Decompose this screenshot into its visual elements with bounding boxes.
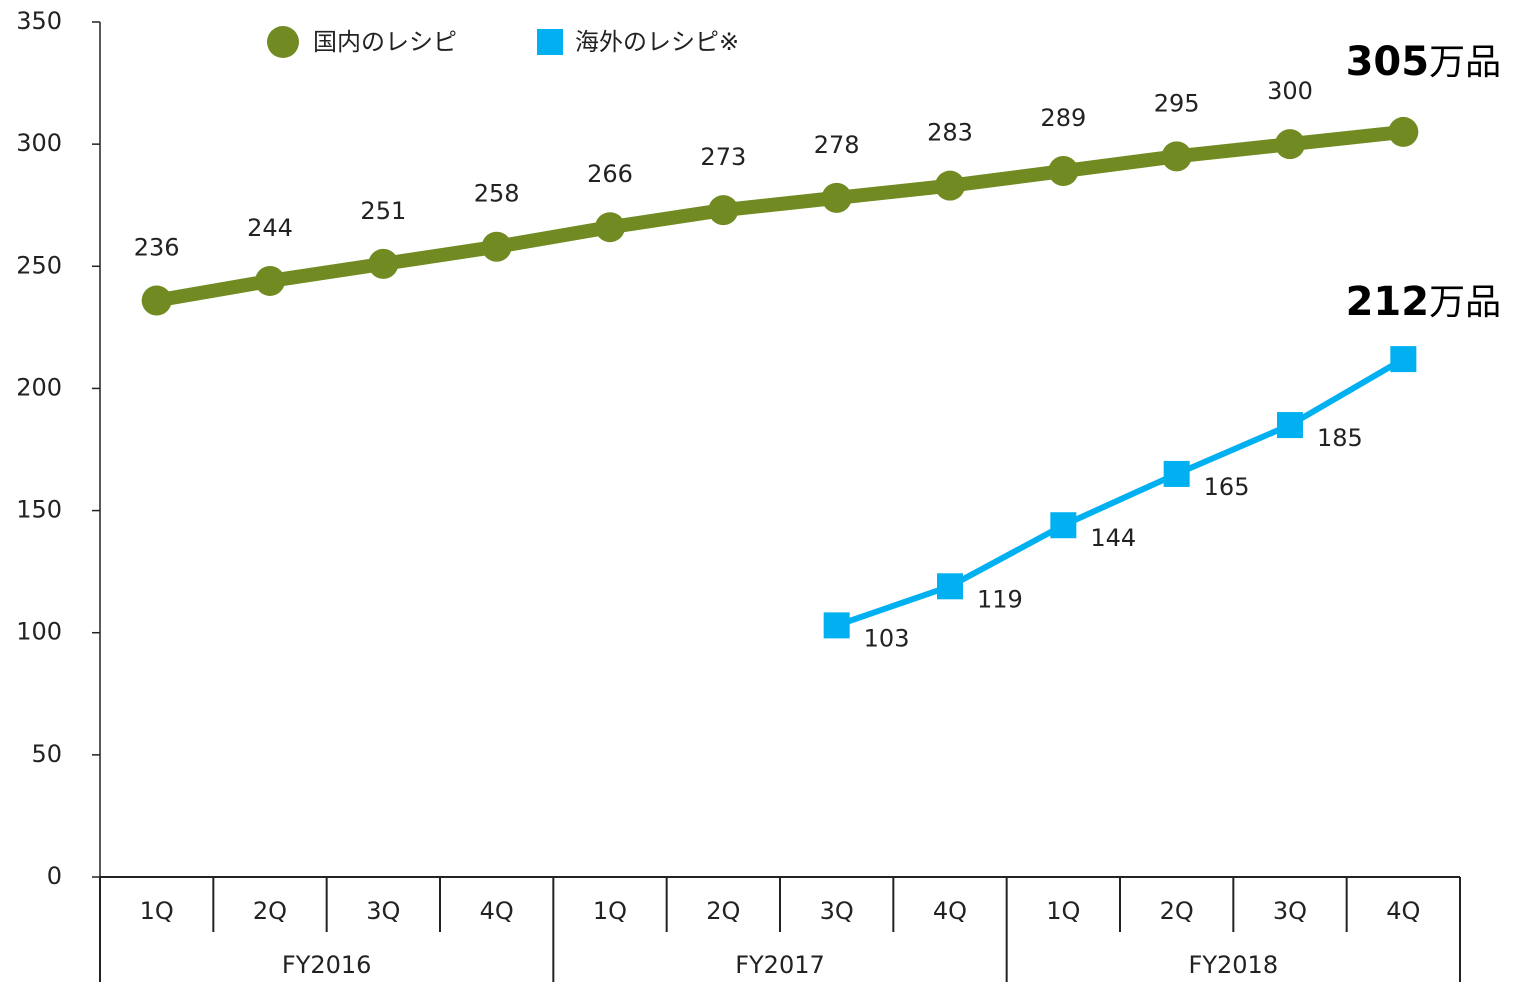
x-tick-label: 1Q bbox=[140, 897, 174, 925]
value-label: 300 bbox=[1267, 77, 1313, 105]
y-tick-label: 50 bbox=[31, 740, 62, 768]
marker bbox=[1048, 156, 1079, 187]
value-label: 305万品 bbox=[1346, 39, 1502, 85]
x-tick-label: 3Q bbox=[1273, 897, 1307, 925]
value-label: 165 bbox=[1204, 473, 1250, 501]
y-tick-label: 250 bbox=[16, 251, 62, 279]
value-label: 236 bbox=[134, 233, 180, 261]
value-label: 283 bbox=[927, 119, 973, 147]
legend-marker bbox=[267, 26, 299, 58]
x-tick-label: 4Q bbox=[1386, 897, 1420, 925]
series-line bbox=[835, 356, 1405, 629]
value-label: 244 bbox=[247, 214, 293, 242]
marker bbox=[141, 285, 172, 316]
series-line bbox=[155, 124, 1405, 308]
value-label: 251 bbox=[360, 197, 406, 225]
marker bbox=[1050, 512, 1077, 539]
value-label: 289 bbox=[1040, 104, 1086, 132]
y-tick-label: 100 bbox=[16, 618, 62, 646]
marker bbox=[1277, 412, 1303, 439]
x-tick-label: 2Q bbox=[1160, 897, 1194, 925]
value-label-unit: 万品 bbox=[1429, 282, 1501, 323]
value-label: 278 bbox=[814, 131, 860, 159]
value-label-number: 212 bbox=[1346, 279, 1430, 325]
legend-marker bbox=[537, 29, 563, 55]
marker bbox=[1161, 141, 1192, 172]
group-label: FY2017 bbox=[735, 951, 825, 979]
marker bbox=[823, 612, 850, 639]
x-tick-label: 2Q bbox=[706, 897, 740, 925]
marker bbox=[1163, 460, 1190, 487]
marker bbox=[935, 170, 965, 201]
legend-label: 海外のレシピ※ bbox=[575, 28, 739, 56]
group-label: FY2016 bbox=[282, 951, 372, 979]
value-label: 144 bbox=[1090, 524, 1136, 552]
value-label: 212万品 bbox=[1346, 279, 1502, 325]
x-tick-label: 2Q bbox=[253, 897, 287, 925]
marker bbox=[708, 195, 739, 226]
x-tick-label: 4Q bbox=[933, 897, 967, 925]
value-label-unit: 万品 bbox=[1429, 42, 1501, 83]
value-label: 119 bbox=[977, 585, 1023, 613]
y-tick-label: 0 bbox=[47, 862, 62, 890]
x-tick-label: 4Q bbox=[480, 897, 514, 925]
value-label: 185 bbox=[1317, 424, 1363, 452]
marker bbox=[821, 182, 852, 213]
value-label: 103 bbox=[864, 624, 910, 652]
marker bbox=[1390, 346, 1417, 373]
marker bbox=[1275, 129, 1305, 160]
x-tick-label: 3Q bbox=[820, 897, 854, 925]
x-tick-label: 1Q bbox=[1046, 897, 1080, 925]
marker bbox=[481, 231, 512, 262]
y-tick-label: 150 bbox=[16, 496, 62, 524]
value-label: 266 bbox=[587, 160, 633, 188]
y-tick-label: 300 bbox=[16, 129, 62, 157]
group-label: FY2018 bbox=[1189, 951, 1279, 979]
value-label: 295 bbox=[1154, 89, 1200, 117]
y-tick-label: 350 bbox=[16, 7, 62, 35]
value-label: 258 bbox=[474, 180, 520, 208]
legend-label: 国内のレシピ bbox=[313, 28, 457, 56]
marker bbox=[937, 573, 963, 600]
marker bbox=[255, 265, 285, 296]
marker bbox=[595, 212, 625, 243]
value-label-number: 305 bbox=[1346, 39, 1430, 85]
value-label: 273 bbox=[700, 143, 746, 171]
y-tick-label: 200 bbox=[16, 373, 62, 401]
marker bbox=[1388, 116, 1419, 147]
marker bbox=[368, 248, 399, 279]
x-tick-label: 3Q bbox=[366, 897, 400, 925]
x-tick-label: 1Q bbox=[593, 897, 627, 925]
